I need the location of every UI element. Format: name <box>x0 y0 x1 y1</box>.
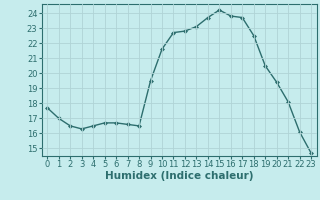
X-axis label: Humidex (Indice chaleur): Humidex (Indice chaleur) <box>105 171 253 181</box>
